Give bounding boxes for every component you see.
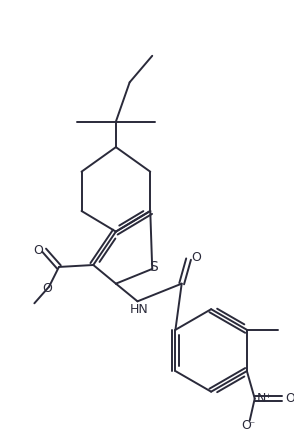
- Text: O: O: [241, 418, 251, 431]
- Text: O: O: [42, 282, 52, 295]
- Text: HN: HN: [130, 302, 149, 316]
- Text: N⁺: N⁺: [257, 392, 273, 405]
- Text: S: S: [149, 260, 158, 274]
- Text: O: O: [285, 392, 294, 405]
- Text: ⁻: ⁻: [249, 420, 254, 430]
- Text: O: O: [191, 251, 201, 263]
- Text: O: O: [33, 244, 43, 257]
